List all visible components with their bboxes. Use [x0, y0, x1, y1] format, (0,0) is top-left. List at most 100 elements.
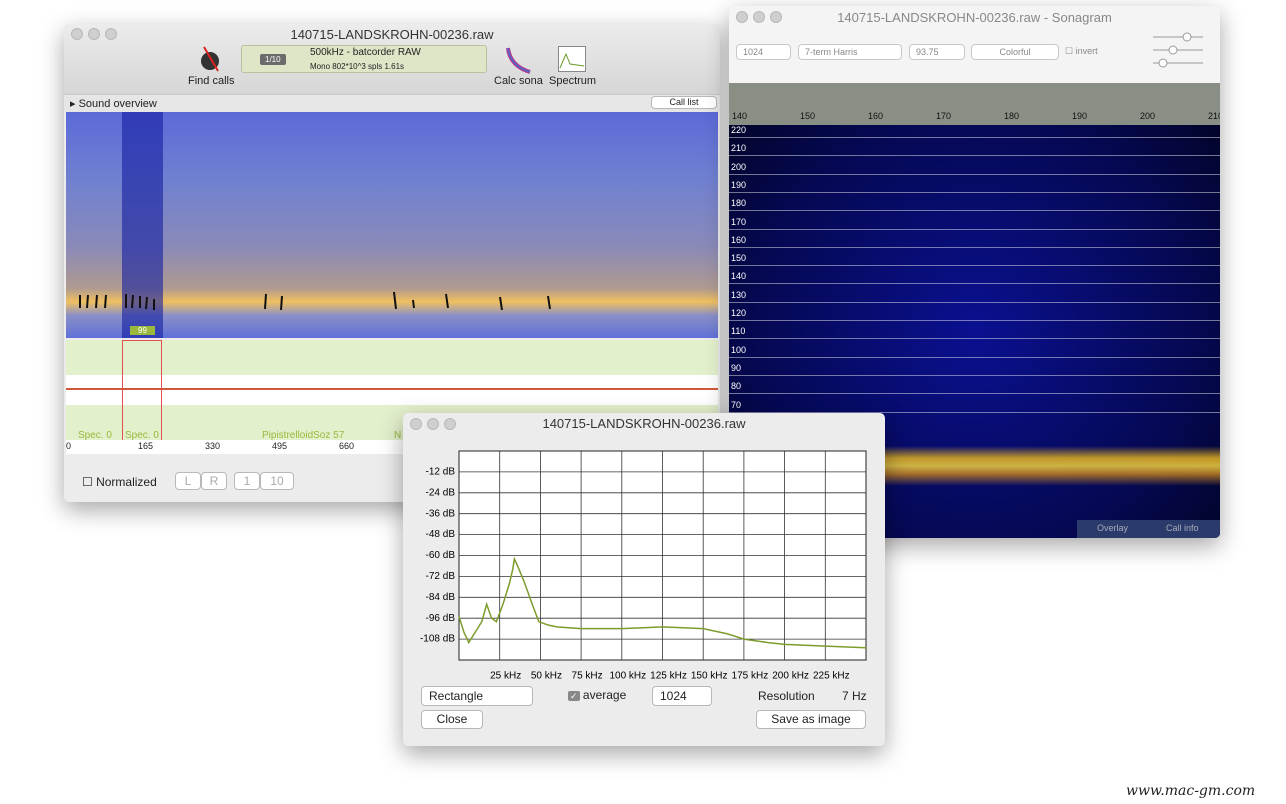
close-button[interactable]: [410, 418, 422, 430]
freq-line: [729, 338, 1220, 340]
y-tick-label: -96 dB: [426, 613, 456, 624]
species-label: PipistrelloidSoz 57: [262, 430, 345, 441]
format-label: 500kHz - batcorder RAW: [310, 47, 421, 58]
call-info-tab[interactable]: Call info: [1166, 523, 1199, 533]
one-button[interactable]: 1: [234, 472, 260, 490]
freq-line: [729, 210, 1220, 212]
calc-sona-icon[interactable]: [504, 46, 534, 74]
freq-line: [729, 356, 1220, 358]
y-tick-label: -84 dB: [426, 592, 456, 603]
overview-spectrogram: [66, 112, 718, 338]
time-label: 160: [868, 111, 884, 121]
spec-label: Spec. 0: [78, 430, 112, 441]
spectrum-line: [458, 556, 867, 649]
zoom-button[interactable]: [444, 418, 456, 430]
sound-overview-label[interactable]: ▸ Sound overview: [70, 98, 157, 110]
freq-label: 130: [731, 289, 747, 300]
info-label: Mono 802*10^3 spls 1.61s: [310, 62, 405, 71]
freq-label: 70: [731, 399, 742, 410]
zoom-button[interactable]: [770, 11, 782, 23]
right-button[interactable]: R: [201, 472, 227, 490]
time-label: 210: [1208, 111, 1220, 121]
window-title: 140715-LANDSKROHN-00236.raw: [542, 416, 746, 431]
x-tick-label: 150 kHz: [691, 671, 728, 682]
normalized-checkbox[interactable]: ☐ Normalized: [82, 475, 157, 489]
left-button[interactable]: L: [175, 472, 201, 490]
find-calls-label[interactable]: Find calls: [188, 75, 235, 87]
window-select[interactable]: Rectangle: [421, 686, 533, 706]
save-button[interactable]: Save as image: [756, 710, 866, 729]
close-button[interactable]: Close: [421, 710, 483, 729]
x-tick-label: 225 kHz: [813, 671, 850, 682]
page-indicator: 1/10: [260, 54, 286, 65]
time-label: 180: [1004, 111, 1020, 121]
freq-label: 200: [731, 161, 747, 172]
species-label: N: [394, 430, 402, 441]
close-button[interactable]: [71, 28, 83, 40]
call-marks: [79, 291, 551, 311]
resolution-label: Resolution: [758, 689, 815, 703]
spec-label: Spec. 0: [125, 430, 159, 441]
minimize-button[interactable]: [427, 418, 439, 430]
window-title: 140715-LANDSKROHN-00236.raw: [290, 27, 494, 42]
y-tick-label: -48 dB: [426, 529, 456, 540]
freq-label: 150: [731, 253, 747, 264]
window-select[interactable]: 7-term Harris: [798, 44, 902, 60]
find-calls-icon[interactable]: [196, 45, 228, 73]
sound-overview-text: Sound overview: [78, 98, 157, 110]
freq-label: 210: [731, 143, 747, 154]
overlap-select[interactable]: 93.75: [909, 44, 965, 60]
call-list-button[interactable]: Call list: [651, 96, 717, 109]
x-tick-label: 75 kHz: [572, 671, 603, 682]
close-button[interactable]: [736, 11, 748, 23]
y-tick-label: -24 dB: [426, 487, 456, 498]
freq-label: 220: [731, 125, 747, 135]
waveform-line: [66, 388, 718, 390]
time-label: 200: [1140, 111, 1156, 121]
timeline-label: 495: [272, 441, 288, 451]
freq-line: [729, 301, 1220, 303]
x-tick-label: 125 kHz: [650, 671, 687, 682]
freq-label: 120: [731, 308, 747, 318]
invert-checkbox[interactable]: ☐ invert: [1065, 46, 1098, 56]
watermark: www.mac-gm.com: [1126, 783, 1256, 799]
time-label: 140: [732, 111, 748, 121]
window-title: 140715-LANDSKROHN-00236.raw - Sonagram: [837, 10, 1112, 25]
spectrum-chart: -12 dB -24 dB -36 dB -48 dB -60 dB -72 dB -84 …: [420, 450, 867, 682]
palette-select[interactable]: Colorful: [971, 44, 1059, 60]
overlay-tab[interactable]: Overlay: [1097, 523, 1129, 533]
spectrum-label[interactable]: Spectrum: [549, 75, 597, 87]
minimize-button[interactable]: [88, 28, 100, 40]
freq-line: [729, 374, 1220, 376]
y-tick-label: -108 dB: [420, 634, 455, 645]
calc-sona-label[interactable]: Calc sona: [494, 75, 543, 87]
freq-label: 160: [731, 234, 747, 245]
x-tick-label: 100 kHz: [609, 671, 646, 682]
y-tick-label: -60 dB: [426, 550, 456, 561]
y-tick-label: -72 dB: [426, 571, 456, 582]
y-tick-label: -36 dB: [426, 508, 456, 519]
time-label: 170: [936, 111, 952, 121]
fft-size-select[interactable]: 1024: [736, 44, 791, 60]
freq-line: [729, 155, 1220, 157]
average-checkbox[interactable]: ✓ average: [568, 688, 627, 702]
freq-label: 110: [731, 326, 746, 337]
sliders[interactable]: [1151, 30, 1207, 70]
ten-button[interactable]: 10: [260, 472, 294, 490]
time-label: 150: [800, 111, 816, 121]
freq-line: [729, 137, 1220, 138]
spectrum-window: 140715-LANDSKROHN-00236.raw -12 dB -24 dB…: [403, 413, 885, 746]
spectrum-icon[interactable]: [558, 46, 586, 72]
sonagram-window: 140715-LANDSKROHN-00236.raw - Sonagram 1…: [729, 6, 1220, 538]
timeline-label: 165: [138, 441, 154, 451]
zoom-button[interactable]: [105, 28, 117, 40]
freq-line: [729, 393, 1220, 395]
size-select[interactable]: 1024: [652, 686, 712, 706]
call-band: [879, 446, 1220, 486]
freq-label: 170: [731, 216, 747, 227]
freq-line: [729, 283, 1220, 285]
timeline-label: 660: [339, 441, 355, 451]
timeline-label: 330: [205, 441, 221, 451]
minimize-button[interactable]: [753, 11, 765, 23]
